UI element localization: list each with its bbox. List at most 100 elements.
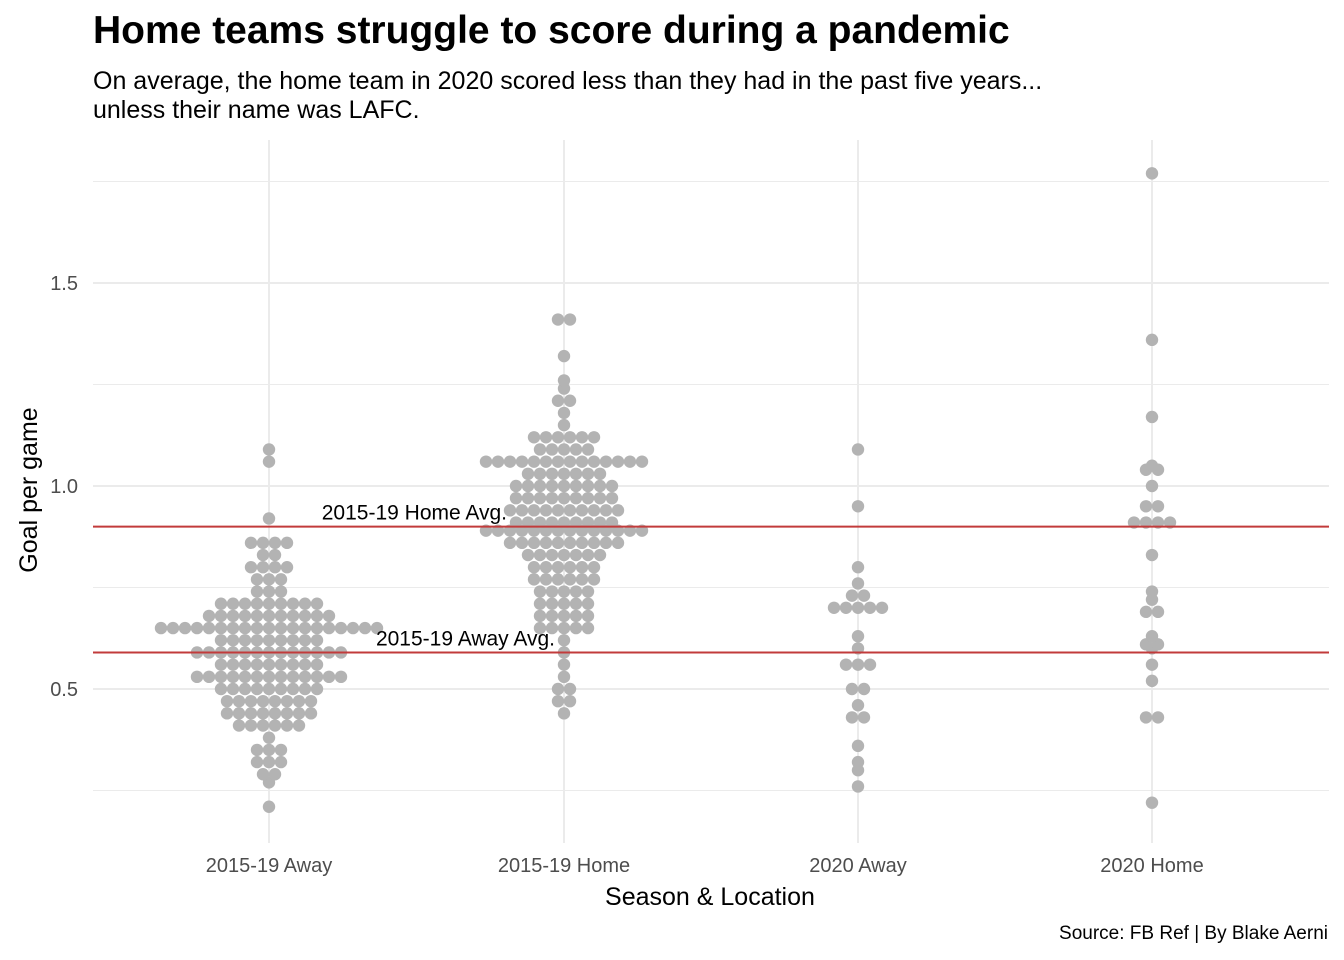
- data-point: [563, 455, 577, 468]
- data-point: [238, 682, 252, 696]
- data-point: [557, 479, 571, 493]
- data-point: [280, 694, 294, 708]
- data-point: [551, 431, 565, 444]
- data-point: [581, 479, 595, 493]
- data-point: [557, 418, 571, 432]
- data-point: [262, 755, 276, 769]
- data-point: [1145, 630, 1159, 643]
- data-point: [190, 621, 204, 635]
- data-point: [286, 670, 300, 684]
- data-point: [238, 634, 252, 647]
- data-point: [569, 609, 583, 623]
- data-points: [154, 167, 1177, 813]
- data-point: [250, 573, 264, 586]
- data-point: [304, 694, 318, 708]
- data-point: [863, 658, 877, 671]
- source-caption: Source: FB Ref | By Blake Aerni: [1059, 923, 1328, 944]
- data-point: [527, 573, 541, 586]
- data-point: [1145, 658, 1159, 671]
- data-point: [268, 536, 282, 550]
- data-point: [154, 621, 168, 635]
- data-point: [557, 349, 571, 363]
- data-point: [238, 670, 252, 684]
- data-point: [274, 755, 288, 769]
- data-point: [280, 707, 294, 720]
- data-point: [533, 585, 547, 598]
- data-point: [545, 443, 559, 456]
- data-point: [1145, 333, 1159, 347]
- data-point: [298, 621, 312, 635]
- data-point: [268, 707, 282, 720]
- data-point: [623, 455, 637, 468]
- data-point: [551, 682, 565, 696]
- data-point: [178, 621, 192, 635]
- data-point: [563, 694, 577, 708]
- data-point: [587, 573, 601, 586]
- data-point: [244, 694, 258, 708]
- data-point: [310, 634, 324, 647]
- data-point: [599, 455, 613, 468]
- data-point: [238, 658, 252, 671]
- data-point: [256, 561, 270, 574]
- data-point: [262, 621, 276, 635]
- data-point: [262, 443, 276, 456]
- data-point: [310, 670, 324, 684]
- data-point: [605, 491, 619, 505]
- y-tick-label: 0.5: [50, 679, 78, 701]
- data-point: [551, 536, 565, 550]
- data-point: [563, 394, 577, 407]
- data-point: [491, 455, 505, 468]
- data-point: [863, 601, 877, 614]
- data-point: [845, 682, 859, 696]
- data-point: [226, 597, 240, 610]
- data-point: [527, 536, 541, 550]
- data-point: [599, 504, 613, 517]
- data-point: [533, 621, 547, 635]
- data-point: [334, 621, 348, 635]
- data-point: [857, 589, 871, 602]
- data-point: [479, 455, 493, 468]
- data-point: [250, 682, 264, 696]
- data-point: [587, 504, 601, 517]
- data-point: [851, 755, 865, 769]
- reference-lines: 2015-19 Home Avg. 2015-19 Away Avg.: [93, 502, 1329, 654]
- data-point: [286, 597, 300, 610]
- data-point: [839, 658, 853, 671]
- data-point: [232, 707, 246, 720]
- data-point: [545, 491, 559, 505]
- data-point: [557, 585, 571, 598]
- data-point: [593, 467, 607, 481]
- data-point: [551, 573, 565, 586]
- data-point: [545, 479, 559, 493]
- data-point: [575, 504, 589, 517]
- data-point: [310, 658, 324, 671]
- data-point: [545, 467, 559, 481]
- data-point: [569, 621, 583, 635]
- data-point: [563, 313, 577, 326]
- data-point: [256, 719, 270, 732]
- data-point: [515, 455, 529, 468]
- data-point: [563, 536, 577, 550]
- data-point: [220, 707, 234, 720]
- data-point: [250, 634, 264, 647]
- data-point: [545, 585, 559, 598]
- data-point: [569, 443, 583, 456]
- data-point: [262, 455, 276, 468]
- data-point: [232, 694, 246, 708]
- data-point: [851, 630, 865, 643]
- data-point: [226, 621, 240, 635]
- data-point: [214, 609, 228, 623]
- data-point: [527, 455, 541, 468]
- data-point: [250, 743, 264, 757]
- data-point: [214, 658, 228, 671]
- x-tick-label: 2020 Away: [809, 855, 907, 877]
- data-point: [527, 561, 541, 574]
- data-point: [533, 467, 547, 481]
- data-point: [298, 658, 312, 671]
- data-point: [575, 561, 589, 574]
- data-point: [238, 621, 252, 635]
- data-point: [575, 455, 589, 468]
- data-point: [545, 548, 559, 562]
- data-point: [581, 597, 595, 610]
- data-point: [521, 479, 535, 493]
